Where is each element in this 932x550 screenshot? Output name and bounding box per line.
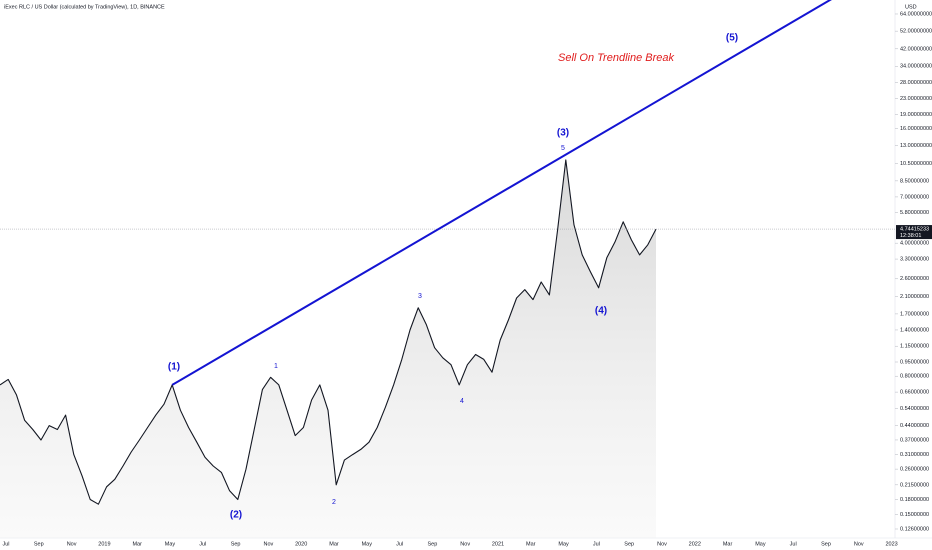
area <box>0 159 656 538</box>
wave-label: 5 <box>561 145 565 152</box>
y-tick-label: 52.00000000 <box>900 29 932 35</box>
x-tick-label: 2020 <box>295 541 307 547</box>
x-tick-label: Nov <box>264 541 274 547</box>
wave-label: (4) <box>595 306 607 317</box>
chart-title: iExec RLC / US Dollar (calculated by Tra… <box>4 4 165 10</box>
y-tick-label: 0.15000000 <box>900 512 929 518</box>
x-tick-label: 2023 <box>885 541 897 547</box>
x-tick-label: Jul <box>593 541 600 547</box>
x-tick-label: Sep <box>624 541 634 547</box>
y-tick-label: 16.00000000 <box>900 126 932 132</box>
x-tick-label: 2022 <box>689 541 701 547</box>
y-tick-label: 0.80000000 <box>900 374 929 380</box>
x-tick-label: Jul <box>199 541 206 547</box>
x-tick-label: Sep <box>821 541 831 547</box>
x-tick-label: May <box>558 541 569 547</box>
x-tick-label: Mar <box>329 541 339 547</box>
wave-label: (1) <box>168 362 180 373</box>
x-tick-label: 2021 <box>492 541 504 547</box>
price-tag-value: 4.74415233 <box>900 227 929 233</box>
x-tick-label: Jul <box>396 541 403 547</box>
y-tick-label: 4.00000000 <box>900 241 929 247</box>
wave-label: 1 <box>274 363 278 370</box>
y-tick-label: 0.18000000 <box>900 497 929 503</box>
annotation: Sell On Trendline Break <box>558 52 674 64</box>
y-tick-label: 3.30000000 <box>900 257 929 263</box>
y-tick-label: 1.15000000 <box>900 344 929 350</box>
x-tick-label: Mar <box>723 541 733 547</box>
x-tick-label: Nov <box>854 541 864 547</box>
price-line <box>0 159 657 505</box>
currency-label: USD <box>905 4 917 10</box>
wave-label: (2) <box>230 510 242 521</box>
y-tick-label: 0.66000000 <box>900 390 929 396</box>
trendline <box>171 0 832 386</box>
wave-label: 3 <box>418 293 422 300</box>
y-tick-label: 2.10000000 <box>900 294 929 300</box>
y-tick-label: 5.80000000 <box>900 210 929 216</box>
y-tick-label: 1.40000000 <box>900 327 929 333</box>
y-tick-label: 0.95000000 <box>900 359 929 365</box>
x-tick-label: Nov <box>460 541 470 547</box>
y-tick-label: 0.54000000 <box>900 406 929 412</box>
x-tick-label: Mar <box>132 541 142 547</box>
x-tick-label: Jul <box>790 541 797 547</box>
y-tick-label: 64.00000000 <box>900 11 932 17</box>
y-tick-label: 28.00000000 <box>900 80 932 86</box>
x-tick-label: 2019 <box>98 541 110 547</box>
y-tick-label: 19.00000000 <box>900 112 932 118</box>
x-tick-label: Nov <box>657 541 667 547</box>
y-tick-label: 1.70000000 <box>900 311 929 317</box>
wave-label: (5) <box>726 33 738 44</box>
y-tick-label: 7.00000000 <box>900 194 929 200</box>
y-tick-label: 2.60000000 <box>900 276 929 282</box>
y-tick-label: 0.31000000 <box>900 452 929 458</box>
countdown: 12:38:01 <box>900 233 921 239</box>
x-tick-label: Sep <box>231 541 241 547</box>
price-tag <box>896 225 932 240</box>
y-tick-label: 34.00000000 <box>900 64 932 70</box>
wave-label: 4 <box>460 398 464 405</box>
x-tick-label: Nov <box>67 541 77 547</box>
wave-label: (3) <box>557 128 569 139</box>
y-tick-label: 0.12600000 <box>900 526 929 532</box>
x-tick-label: Sep <box>34 541 44 547</box>
y-tick-label: 0.44000000 <box>900 423 929 429</box>
y-tick-label: 23.00000000 <box>900 96 932 102</box>
x-tick-label: Mar <box>526 541 536 547</box>
x-tick-label: Jul <box>2 541 9 547</box>
y-tick-label: 0.37000000 <box>900 437 929 443</box>
y-tick-label: 13.00000000 <box>900 143 932 149</box>
y-tick-label: 42.00000000 <box>900 46 932 52</box>
x-tick-label: May <box>165 541 176 547</box>
y-tick-label: 0.21500000 <box>900 482 929 488</box>
x-tick-label: May <box>755 541 766 547</box>
x-tick-label: Sep <box>428 541 438 547</box>
y-tick-label: 10.50000000 <box>900 161 932 167</box>
wave-label: 2 <box>332 499 336 506</box>
y-tick-label: 8.50000000 <box>900 178 929 184</box>
y-tick-label: 0.26000000 <box>900 467 929 473</box>
x-tick-label: May <box>362 541 373 547</box>
